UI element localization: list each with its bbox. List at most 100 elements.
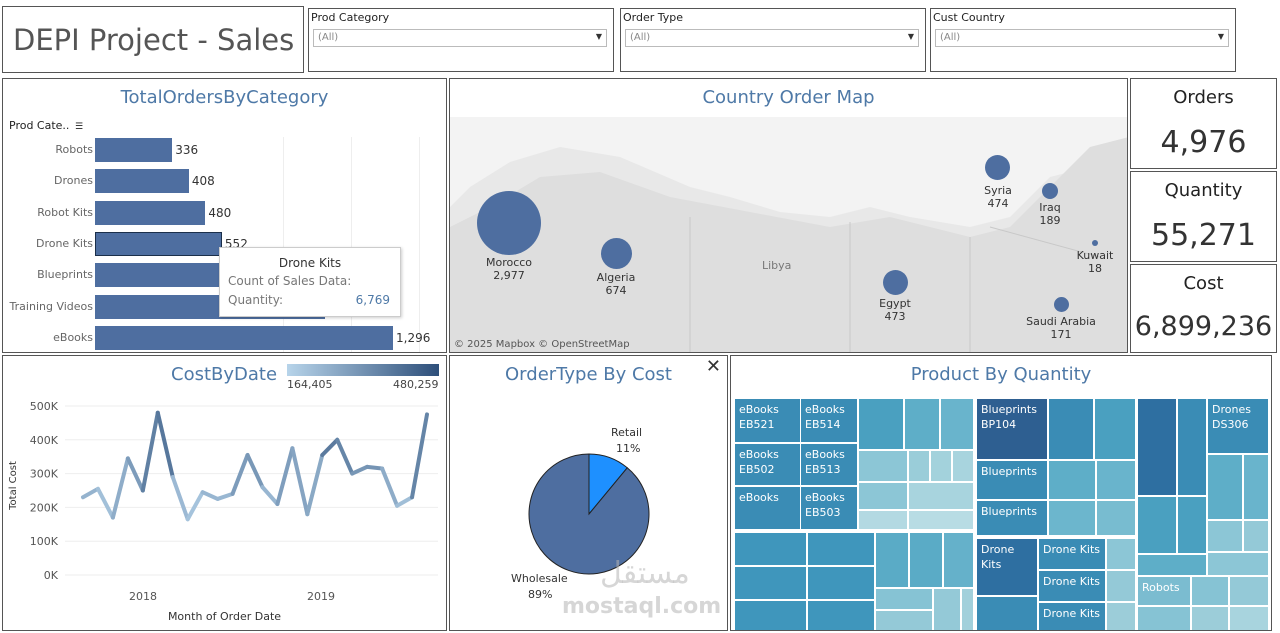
- treemap-cell[interactable]: [1096, 460, 1136, 500]
- country-bubble[interactable]: [985, 155, 1010, 180]
- treemap-cell[interactable]: [1094, 398, 1136, 460]
- line-segment: [110, 456, 130, 520]
- treemap-cell[interactable]: [1177, 496, 1207, 554]
- treemap-cell[interactable]: [1048, 398, 1094, 460]
- bar[interactable]: [95, 200, 206, 225]
- treemap-cell[interactable]: [1191, 606, 1229, 630]
- kpi-value: 55,271: [1151, 218, 1256, 253]
- treemap-cell[interactable]: [1243, 454, 1269, 520]
- treemap-cell[interactable]: [909, 532, 943, 588]
- treemap-cell[interactable]: Robots: [1137, 576, 1191, 606]
- treemap-cell[interactable]: [1191, 576, 1229, 606]
- line-segment: [95, 486, 115, 520]
- chart-title: Product By Quantity: [910, 364, 1092, 385]
- treemap-cell[interactable]: [1207, 454, 1243, 520]
- prod-category-dropdown[interactable]: (All) ▼: [313, 29, 607, 47]
- pie-label-retail: Retail: [611, 426, 643, 439]
- treemap-cell[interactable]: Drone Kits: [976, 538, 1038, 596]
- bar-category-label: Robot Kits: [37, 205, 93, 219]
- country-bubble[interactable]: [1054, 297, 1069, 312]
- treemap-cell[interactable]: [1207, 520, 1243, 552]
- treemap-cell[interactable]: [807, 532, 875, 566]
- treemap-cell[interactable]: [858, 482, 908, 510]
- y-tick-label: 400K: [30, 434, 59, 447]
- treemap-cell[interactable]: [908, 510, 974, 530]
- country-bubble[interactable]: [1042, 183, 1058, 199]
- title-panel: DEPI Project - Sales: [2, 6, 304, 73]
- y-tick-label: 0K: [44, 569, 59, 582]
- country-label: Iraq 189: [1039, 201, 1061, 227]
- treemap-cell[interactable]: [1096, 500, 1136, 536]
- treemap-cell[interactable]: [952, 450, 974, 482]
- kpi-quantity: Quantity 55,271: [1130, 171, 1277, 262]
- kpi-title: Orders: [1173, 87, 1234, 108]
- treemap-cell[interactable]: [904, 398, 940, 450]
- treemap-cell[interactable]: eBooks EB503: [800, 486, 858, 530]
- map-canvas[interactable]: Libya © 2025 Mapbox © OpenStreetMap: [450, 117, 1127, 352]
- treemap-cell[interactable]: [875, 532, 909, 588]
- treemap-cell[interactable]: [807, 566, 875, 600]
- treemap-cell[interactable]: Drone Kits: [1038, 538, 1106, 570]
- treemap-cell[interactable]: [1243, 520, 1269, 552]
- treemap-cell[interactable]: eBooks EB513: [800, 443, 858, 486]
- country-bubble[interactable]: [883, 270, 908, 295]
- bar[interactable]: [95, 231, 222, 256]
- treemap-cell[interactable]: [1106, 570, 1136, 602]
- treemap-cell[interactable]: Blueprints: [976, 460, 1048, 500]
- treemap-cell[interactable]: [807, 600, 875, 630]
- treemap-cell[interactable]: [1106, 538, 1136, 570]
- treemap-cell[interactable]: [1106, 602, 1136, 630]
- treemap-cell[interactable]: [1048, 460, 1096, 500]
- treemap-cell[interactable]: [875, 610, 933, 630]
- treemap-cell[interactable]: [875, 588, 933, 610]
- treemap-cell[interactable]: [933, 588, 961, 630]
- line-segment: [290, 446, 310, 517]
- treemap-cell[interactable]: [858, 398, 904, 450]
- treemap-cell[interactable]: [908, 450, 930, 482]
- treemap-cell[interactable]: eBooks: [734, 486, 801, 530]
- treemap-cell[interactable]: Blueprints: [976, 500, 1048, 536]
- order-type-dropdown[interactable]: (All) ▼: [625, 29, 919, 47]
- treemap-cell[interactable]: [1048, 500, 1096, 536]
- treemap-cell[interactable]: [1137, 496, 1177, 554]
- bar[interactable]: [95, 325, 393, 350]
- map-title: Country Order Map: [702, 87, 875, 108]
- treemap-cell[interactable]: [1229, 606, 1269, 630]
- treemap-cell[interactable]: [940, 398, 974, 450]
- country-bubble[interactable]: [601, 238, 632, 269]
- treemap-cell[interactable]: Drone Kits: [1038, 570, 1106, 602]
- bar[interactable]: [95, 138, 173, 162]
- bar[interactable]: [95, 169, 189, 194]
- treemap-cell[interactable]: eBooks EB514: [800, 398, 858, 443]
- treemap-cell[interactable]: eBooks EB502: [734, 443, 801, 486]
- treemap-cell[interactable]: [1177, 398, 1207, 496]
- country-bubble[interactable]: [477, 191, 541, 255]
- sort-icon[interactable]: ☰: [74, 122, 84, 132]
- treemap-cell[interactable]: [908, 482, 974, 510]
- treemap-cell[interactable]: eBooks EB521: [734, 398, 801, 443]
- treemap-cell[interactable]: [1207, 552, 1269, 576]
- country-label: Kuwait 18: [1076, 249, 1114, 275]
- treemap-cell[interactable]: [1229, 576, 1269, 606]
- treemap-cell[interactable]: Drone Kits: [1038, 602, 1106, 630]
- treemap-cell[interactable]: [961, 588, 974, 630]
- treemap-cell[interactable]: Drones DS306: [1207, 398, 1269, 454]
- y-tick-label: 200K: [30, 501, 59, 514]
- treemap-cell[interactable]: [976, 596, 1038, 630]
- treemap-cell[interactable]: [1137, 398, 1177, 496]
- cust-country-dropdown[interactable]: (All) ▼: [935, 29, 1229, 47]
- pie-slice: [528, 453, 650, 575]
- treemap-cell[interactable]: [858, 510, 908, 530]
- treemap-cell[interactable]: [943, 532, 974, 588]
- treemap-cell[interactable]: [734, 566, 807, 600]
- treemap-cell[interactable]: [930, 450, 952, 482]
- treemap-cell[interactable]: [858, 450, 908, 482]
- treemap-cell[interactable]: Blueprints BP104: [976, 398, 1048, 460]
- treemap-cell[interactable]: [734, 532, 807, 566]
- treemap-cell[interactable]: [1137, 554, 1207, 576]
- country-bubble[interactable]: [1092, 240, 1098, 246]
- treemap-cell[interactable]: [1137, 606, 1191, 630]
- gridline: [419, 137, 420, 352]
- treemap-cell[interactable]: [734, 600, 807, 630]
- close-icon[interactable]: ✕: [705, 356, 721, 377]
